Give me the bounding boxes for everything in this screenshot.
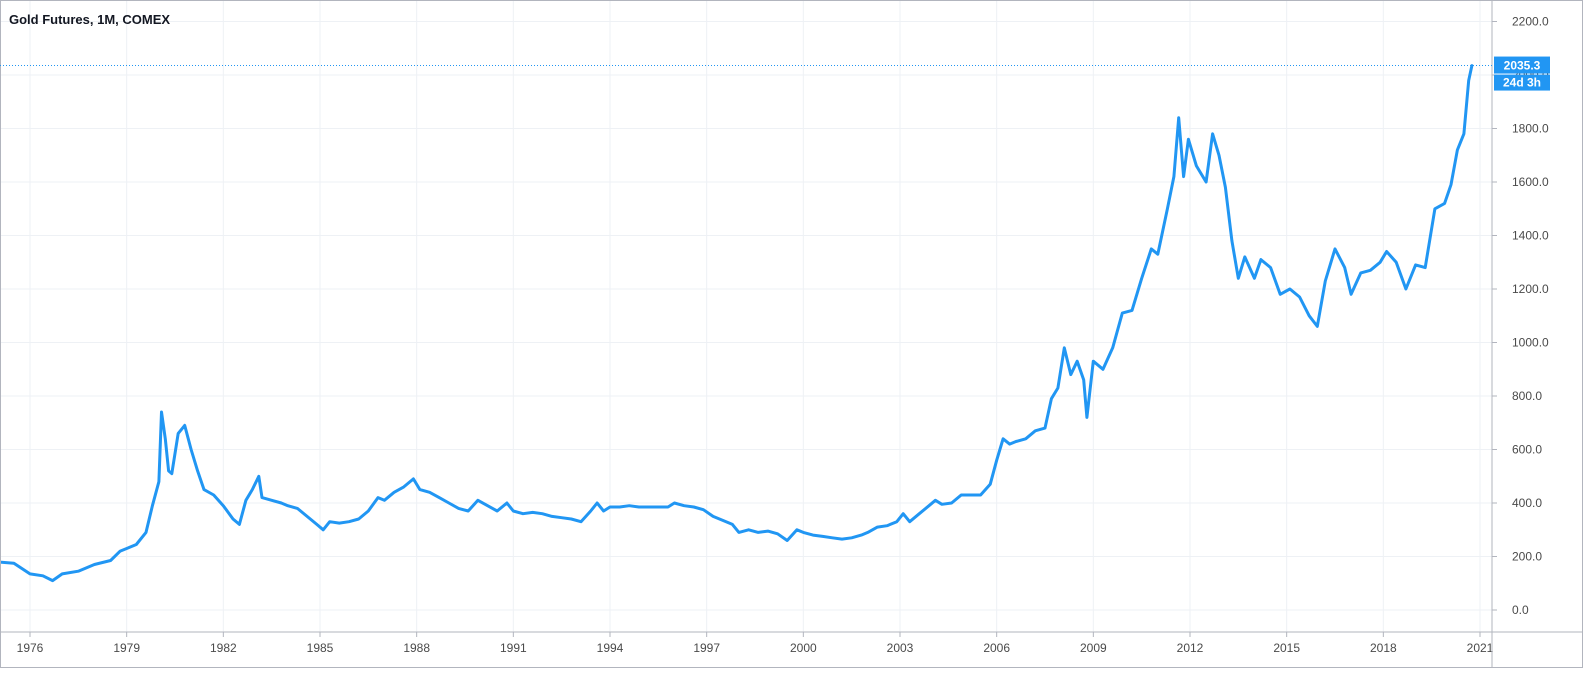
x-tick-label: 1982	[210, 641, 237, 655]
series-layer	[0, 64, 1474, 583]
x-tick-label: 1979	[113, 641, 140, 655]
y-tick-label: 1400.0	[1512, 229, 1549, 243]
y-tick-label: 600.0	[1512, 443, 1542, 457]
y-tick-label: 1000.0	[1512, 336, 1549, 350]
last-price-label: 2035.3	[1504, 59, 1541, 73]
x-tick-label: 2000	[790, 641, 817, 655]
y-tick-label: 1600.0	[1512, 175, 1549, 189]
x-tick-label: 1985	[307, 641, 334, 655]
grid	[0, 0, 1492, 632]
y-tick-label: 1800.0	[1512, 122, 1549, 136]
countdown-label: 24d 3h	[1503, 76, 1541, 90]
x-tick-label: 1997	[693, 641, 720, 655]
chart-title: Gold Futures, 1M, COMEX	[9, 12, 170, 27]
x-tick-label: 2021	[1467, 641, 1494, 655]
price-line	[0, 64, 1474, 583]
x-tick-label: 2018	[1370, 641, 1397, 655]
last-price-badge	[1494, 56, 1550, 74]
y-tick-label: 2200.0	[1512, 15, 1549, 29]
x-tick-label: 1988	[403, 641, 430, 655]
x-tick-label: 1994	[597, 641, 624, 655]
price-badges: 2035.3 24d 3h	[0, 56, 1550, 91]
x-tick-label: 1976	[17, 641, 44, 655]
y-tick-label: 0.0	[1512, 603, 1529, 617]
y-tick-label: 1200.0	[1512, 282, 1549, 296]
x-tick-label: 2012	[1177, 641, 1204, 655]
x-tick-label: 2006	[983, 641, 1010, 655]
x-tick-label: 2015	[1273, 641, 1300, 655]
x-tick-label: 2009	[1080, 641, 1107, 655]
x-tick-label: 2003	[887, 641, 914, 655]
y-tick-label: 800.0	[1512, 389, 1542, 403]
y-tick-label: 200.0	[1512, 550, 1542, 564]
countdown-badge	[1494, 74, 1550, 91]
y-tick-label: 400.0	[1512, 496, 1542, 510]
x-tick-label: 1991	[500, 641, 527, 655]
